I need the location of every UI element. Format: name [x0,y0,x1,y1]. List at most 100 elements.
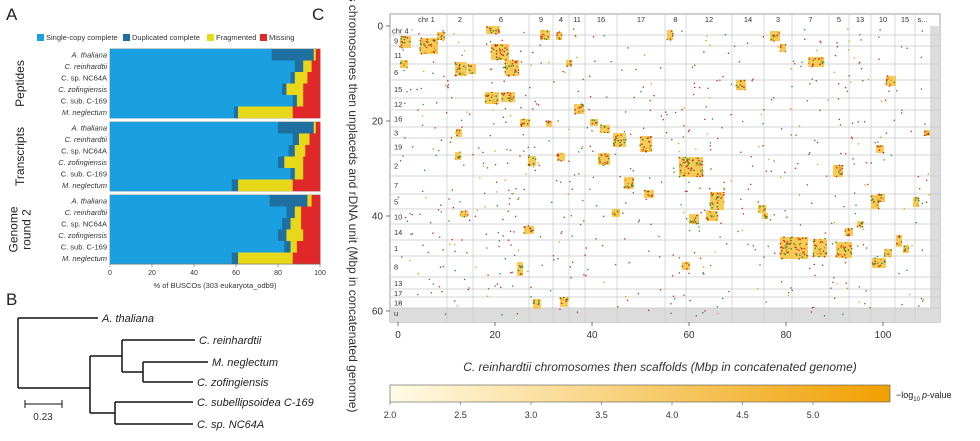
synteny-dot [743,86,745,88]
background-dot [716,305,719,308]
colorbar-tick-label: 4.5 [736,410,749,420]
background-dot [707,87,709,90]
synteny-dot [461,210,463,213]
synteny-dot [489,99,491,102]
background-dot [659,288,662,291]
colorbar-gradient [389,384,891,403]
background-dot [698,86,701,89]
background-dot [830,222,833,224]
background-dot [534,100,537,103]
synteny-dot [818,58,820,60]
synteny-dot [520,125,523,127]
synteny-dot [495,103,498,105]
background-dot [530,286,532,288]
background-dot [733,45,736,48]
synteny-dot [591,122,594,125]
background-dot [765,170,768,172]
background-dot [517,249,520,251]
synteny-dot [837,248,839,250]
busco-bar-segment [286,83,304,96]
synteny-dot [799,242,802,245]
background-dot [539,44,541,46]
background-dot [642,127,645,130]
background-dot [648,177,651,179]
background-dot [850,81,852,84]
synteny-block [459,210,469,218]
synteny-dot [454,62,457,64]
synteny-dot [903,249,906,251]
synteny-dot [737,86,739,88]
tree-leaf-csubellipsoidea: C. subellipsoidea C-169 [197,397,314,409]
busco-bar-segment [110,83,283,96]
background-dot [813,306,815,309]
synteny-dot [765,216,767,218]
synteny-block [644,189,654,198]
background-dot [754,248,757,251]
synteny-dot [814,244,816,246]
background-dot [538,164,540,167]
synteny-dot [670,30,673,32]
background-dot [449,141,452,143]
synteny-block-fill [437,32,445,40]
synteny-dot [523,232,525,234]
background-dot [437,149,440,152]
dotplot-x-chromosome-label: 6 [499,15,503,24]
synteny-dot [825,243,827,246]
synteny-dot [579,106,581,109]
background-dot [703,51,705,53]
synteny-block [504,59,520,77]
colorbar-tick-label: 2.5 [454,410,467,420]
synteny-dot [699,175,701,178]
synteny-dot [521,273,523,275]
synteny-block-fill [884,249,892,257]
synteny-dot [506,48,508,51]
synteny-dot [690,169,692,172]
synteny-dot [845,241,847,244]
background-dot [678,272,680,274]
synteny-block [490,44,509,61]
background-dot [737,230,739,233]
busco-bar-segment [110,206,287,219]
synteny-dot [835,255,837,257]
colorbar-tick-label: 3.5 [595,410,608,420]
synteny-dot [559,297,562,300]
background-dot [738,60,741,63]
synteny-dot [738,88,741,91]
background-dot [794,63,796,65]
busco-row: C. reinhardtii [64,60,321,73]
busco-bar-segment [233,106,239,119]
background-dot [560,232,562,234]
background-dot [671,275,674,277]
background-dot [539,235,542,238]
dotplot-y-chromosome-label: 7 [394,181,398,190]
background-dot [478,147,480,149]
synteny-block [501,91,515,103]
synteny-dot [616,134,619,137]
synteny-dot [458,157,460,159]
busco-bar-segment [311,60,321,73]
synteny-dot [796,237,799,239]
synteny-dot [669,37,671,40]
background-dot [461,54,463,57]
synteny-dot [871,262,874,265]
background-dot [422,244,424,246]
background-dot [801,61,803,63]
synteny-dot [710,192,713,194]
synteny-dot [835,175,838,178]
synteny-dot [859,226,862,228]
background-dot [814,139,816,142]
background-dot [489,134,492,137]
background-dot [860,67,863,70]
background-dot [827,99,829,101]
synteny-dot [739,84,741,86]
synteny-block-fill [667,30,673,40]
synteny-dot [812,252,814,255]
synteny-dot [648,193,650,196]
background-dot [863,302,866,305]
background-dot [594,60,596,63]
dotplot-x-chromosome-label: 5 [837,15,841,24]
synteny-dot [838,171,840,173]
dotplot-ytick-label: 40 [372,212,384,223]
synteny-dot [701,171,704,173]
synteny-dot [823,255,826,258]
